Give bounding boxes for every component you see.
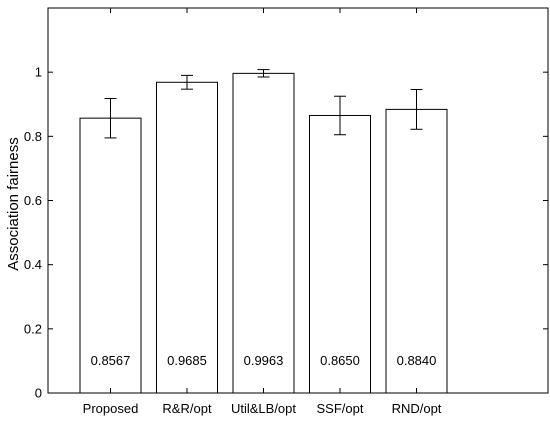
x-tick-label-1: R&R/opt: [162, 401, 212, 416]
y-tick-label-5: 1: [35, 65, 42, 80]
bar-0: [79, 117, 142, 394]
bar-2: [232, 72, 295, 394]
data-label-0: 0.8567: [91, 353, 131, 368]
y-tick-label-3: 0.6: [24, 193, 42, 208]
bar-1: [156, 81, 218, 394]
y-tick-label-2: 0.4: [24, 257, 42, 272]
data-label-4: 0.8840: [397, 353, 437, 368]
data-label-3: 0.8650: [320, 353, 360, 368]
bar-3: [309, 114, 371, 394]
plot-area: 0.8567 0.9685 0.9963 0.8650 0.8840 0 0.2 0.4 0.6…: [24, 7, 549, 416]
x-tick-label-4: RND/opt: [392, 401, 442, 416]
x-tick-label-2: Util&LB/opt: [231, 401, 296, 416]
y-tick-label-4: 0.8: [24, 129, 42, 144]
bar-4: [385, 108, 448, 394]
y-axis-label: Association fairness: [5, 137, 22, 270]
y-tick-label-1: 0.2: [24, 321, 42, 336]
x-tick-label-0: Proposed: [83, 401, 139, 416]
data-label-1: 0.9685: [167, 353, 207, 368]
data-label-2: 0.9963: [244, 353, 284, 368]
x-tick-label-3: SSF/opt: [317, 401, 364, 416]
y-tick-label-0: 0: [35, 386, 42, 401]
